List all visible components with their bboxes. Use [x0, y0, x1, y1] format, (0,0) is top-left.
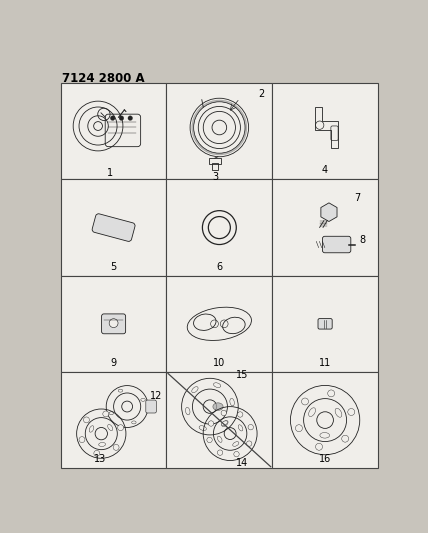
- Ellipse shape: [238, 425, 243, 431]
- Ellipse shape: [309, 408, 315, 416]
- Ellipse shape: [99, 442, 106, 447]
- Text: 14: 14: [236, 458, 249, 469]
- Text: 2: 2: [259, 88, 265, 99]
- Bar: [272, 372, 378, 468]
- Bar: [272, 83, 378, 180]
- FancyBboxPatch shape: [146, 400, 156, 413]
- Circle shape: [217, 450, 223, 455]
- Circle shape: [348, 408, 355, 415]
- FancyBboxPatch shape: [101, 314, 125, 334]
- Text: 15: 15: [236, 370, 249, 379]
- Bar: [212, 164, 218, 171]
- Circle shape: [328, 390, 335, 397]
- Bar: [61, 83, 166, 180]
- Circle shape: [118, 425, 124, 431]
- Ellipse shape: [230, 398, 235, 406]
- Circle shape: [342, 435, 349, 442]
- Circle shape: [110, 116, 115, 120]
- Circle shape: [94, 450, 100, 456]
- Text: 10: 10: [213, 358, 226, 368]
- Ellipse shape: [335, 408, 342, 417]
- FancyBboxPatch shape: [92, 214, 135, 241]
- Ellipse shape: [185, 407, 190, 415]
- Ellipse shape: [141, 398, 145, 401]
- Circle shape: [208, 421, 214, 426]
- Circle shape: [119, 116, 124, 120]
- FancyBboxPatch shape: [322, 236, 351, 253]
- Text: 5: 5: [110, 262, 117, 271]
- Bar: [166, 180, 272, 276]
- Circle shape: [83, 417, 89, 423]
- Text: 16: 16: [319, 454, 331, 464]
- Circle shape: [248, 424, 253, 430]
- Bar: [272, 276, 378, 372]
- Circle shape: [109, 319, 118, 328]
- Ellipse shape: [214, 383, 221, 387]
- Ellipse shape: [222, 421, 228, 426]
- Ellipse shape: [221, 421, 228, 425]
- Text: 12: 12: [150, 391, 162, 400]
- Circle shape: [103, 411, 109, 417]
- Polygon shape: [321, 203, 337, 222]
- Circle shape: [79, 437, 85, 442]
- Circle shape: [128, 116, 133, 120]
- Text: 13: 13: [94, 454, 106, 464]
- Circle shape: [238, 412, 243, 417]
- Ellipse shape: [89, 426, 94, 432]
- Ellipse shape: [320, 433, 330, 438]
- FancyBboxPatch shape: [318, 319, 332, 329]
- Circle shape: [207, 437, 212, 442]
- Circle shape: [113, 445, 119, 450]
- Text: 8: 8: [359, 235, 365, 245]
- Ellipse shape: [213, 403, 223, 410]
- Ellipse shape: [109, 412, 113, 415]
- Bar: [272, 180, 378, 276]
- Text: 11: 11: [319, 358, 331, 368]
- Bar: [61, 372, 166, 468]
- Text: 6: 6: [216, 262, 223, 271]
- Circle shape: [295, 425, 303, 432]
- Bar: [166, 83, 272, 180]
- Text: 4: 4: [322, 165, 328, 175]
- Ellipse shape: [199, 426, 206, 431]
- Ellipse shape: [118, 389, 123, 392]
- Bar: [166, 372, 272, 468]
- Ellipse shape: [233, 442, 239, 446]
- Circle shape: [302, 398, 309, 405]
- Bar: [61, 180, 166, 276]
- Ellipse shape: [192, 386, 198, 393]
- Text: 1: 1: [107, 168, 113, 179]
- Ellipse shape: [217, 436, 222, 442]
- Circle shape: [221, 410, 226, 416]
- Ellipse shape: [132, 421, 136, 424]
- Text: 9: 9: [110, 358, 117, 368]
- Circle shape: [234, 451, 239, 457]
- Text: 3: 3: [212, 172, 219, 182]
- Ellipse shape: [108, 424, 113, 431]
- Bar: [166, 276, 272, 372]
- Bar: [61, 276, 166, 372]
- Circle shape: [315, 443, 322, 450]
- Circle shape: [247, 441, 252, 446]
- Text: 7: 7: [354, 192, 360, 203]
- Bar: [209, 158, 221, 164]
- Text: 7124 2800 A: 7124 2800 A: [62, 71, 145, 85]
